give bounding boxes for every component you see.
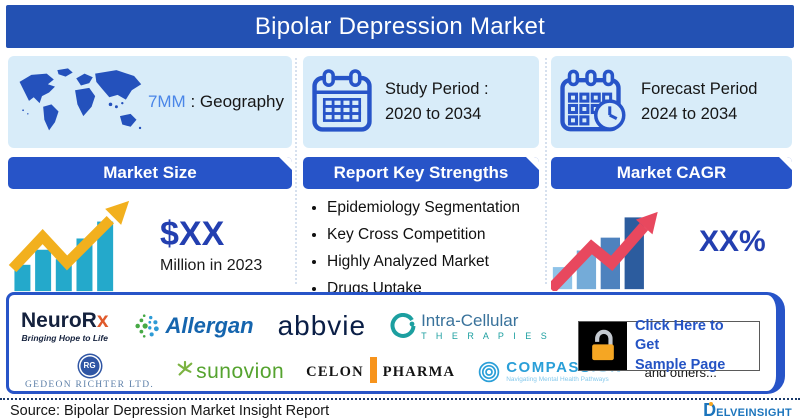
market-size-value-block: $XX Million in 2023 — [160, 214, 263, 276]
page-title-text: Bipolar Depression Market — [254, 12, 546, 40]
strength-item: Epidemiology Segmentation — [327, 198, 539, 219]
sunovion-logo: sunovion — [176, 360, 284, 384]
allergan-wordmark: Allergan — [165, 313, 254, 338]
intra-cellular-wordmark: Intra-Cellular T H E R A P I E S — [421, 312, 550, 341]
sample-page-button[interactable]: Click Here to Get Sample Page — [578, 318, 760, 373]
delveinsight-orange-dot-icon — [709, 402, 714, 406]
celon-name: CELON — [306, 363, 364, 380]
strength-item: Highly Analyzed Market — [327, 252, 539, 273]
neurorx-tagline: Bringing Hope to Life — [21, 332, 108, 343]
neurorx-name: NeuroR — [21, 308, 97, 332]
celon-orange-bar-icon — [369, 357, 377, 383]
study-period-info-box: Study Period : 2020 to 2034 — [303, 56, 539, 148]
calendar-icon — [312, 69, 372, 132]
footer-dotted-divider — [0, 398, 800, 400]
header-fold-corner — [779, 157, 792, 170]
market-size-header: Market Size — [8, 157, 292, 189]
market-cagr-content: XX% — [551, 199, 792, 291]
neurorx-wordmark: NeuroRx — [21, 310, 109, 331]
delveinsight-logo: D ELVEINSIGHT — [703, 401, 792, 419]
key-strengths-list: Epidemiology Segmentation Key Cross Comp… — [327, 198, 539, 300]
study-period-line1: Study Period : — [385, 80, 489, 99]
intra-cellular-name: Intra-Cellular — [421, 310, 519, 330]
key-strengths-header-label: Report Key Strengths — [333, 163, 509, 182]
forecast-period-line2: 2024 to 2034 — [641, 105, 738, 123]
page-title: Bipolar Depression Market — [6, 5, 794, 48]
abbvie-logo: abbvie — [277, 310, 367, 341]
celon-pharma-logo: CELON PHARMA — [306, 357, 456, 385]
market-size-value: $XX — [160, 214, 225, 253]
gedeon-richter-logo: RG GEDEON RICHTER LTD. — [25, 354, 155, 390]
neurorx-accent: x — [96, 308, 109, 332]
geography-rest: : Geography — [185, 92, 284, 111]
sunovion-wordmark: sunovion — [196, 360, 285, 383]
delveinsight-wordmark: ELVEINSIGHT — [716, 407, 792, 419]
market-cagr-header-label: Market CAGR — [616, 163, 727, 182]
study-period-line2: 2020 to 2034 — [385, 105, 482, 123]
market-size-header-label: Market Size — [103, 163, 197, 182]
world-map-icon — [19, 68, 142, 131]
geography-info-box: 7MM : Geography — [8, 56, 292, 148]
geography-column: 7MM : Geography Market Size $XX Million … — [8, 56, 292, 293]
header-fold-corner — [526, 157, 539, 170]
allergan-dots-icon — [134, 314, 159, 338]
growth-bar-chart-icon — [8, 200, 130, 292]
compass-main: COMPASS — [506, 359, 592, 377]
celon-pharma-name: PHARMA — [382, 363, 456, 380]
gedeon-richter-monogram-icon: RG — [78, 354, 101, 377]
header-fold-corner — [279, 157, 292, 170]
market-size-caption: Million in 2023 — [160, 257, 263, 275]
delveinsight-initial: D — [703, 400, 717, 420]
forecast-period-text: Forecast Period 2024 to 2034 — [641, 77, 757, 127]
key-strengths-header: Report Key Strengths — [303, 157, 539, 189]
companies-box: NeuroRx Bringing Hope to Life Allergan a… — [6, 292, 785, 394]
column-divider — [545, 58, 547, 284]
cagr-bar-chart-icon — [551, 211, 658, 291]
geography-label: 7MM : Geography — [148, 92, 284, 112]
intra-cellular-sub: T H E R A P I E S — [421, 330, 551, 341]
study-period-text: Study Period : 2020 to 2034 — [385, 77, 489, 127]
sample-button-line2: Sample Page — [635, 356, 726, 373]
neurorx-logo: NeuroRx Bringing Hope to Life — [21, 310, 109, 343]
compass-tagline: Navigating Mental Health Pathways — [506, 376, 609, 384]
market-size-content: $XX Million in 2023 — [8, 199, 292, 293]
forecast-column: Forecast Period 2024 to 2034 Market CAGR… — [551, 56, 792, 291]
delveinsight-d-icon: D — [703, 401, 716, 419]
compass-spiral-icon — [478, 361, 500, 383]
geography-7mm: 7MM — [147, 92, 186, 111]
strength-item: Key Cross Competition — [327, 225, 539, 246]
sunovion-burst-icon — [177, 360, 193, 376]
market-cagr-header: Market CAGR — [551, 157, 792, 189]
source-note: Source: Bipolar Depression Market Insigh… — [10, 403, 330, 419]
compass-logo: COMPASSION Navigating Mental Health Path… — [477, 360, 622, 384]
sample-page-button-label[interactable]: Click Here to Get Sample Page — [627, 318, 759, 373]
gedeon-richter-name: GEDEON RICHTER LTD. — [25, 379, 155, 390]
study-period-column: Study Period : 2020 to 2034 Report Key S… — [303, 56, 539, 306]
company-logos-row-1: NeuroRx Bringing Hope to Life Allergan a… — [21, 302, 550, 350]
unlock-icon — [579, 322, 627, 370]
forecast-period-line1: Forecast Period — [641, 80, 758, 99]
allergan-logo: Allergan — [133, 312, 254, 340]
intra-cellular-circle-icon — [390, 313, 416, 338]
forecast-info-box: Forecast Period 2024 to 2034 — [551, 56, 792, 148]
calendar-clock-icon — [560, 69, 626, 132]
intra-cellular-logo: Intra-Cellular T H E R A P I E S — [390, 312, 550, 341]
market-cagr-value: XX% — [699, 225, 766, 258]
column-divider — [295, 58, 297, 284]
sample-button-line1: Click Here to Get — [635, 317, 724, 354]
